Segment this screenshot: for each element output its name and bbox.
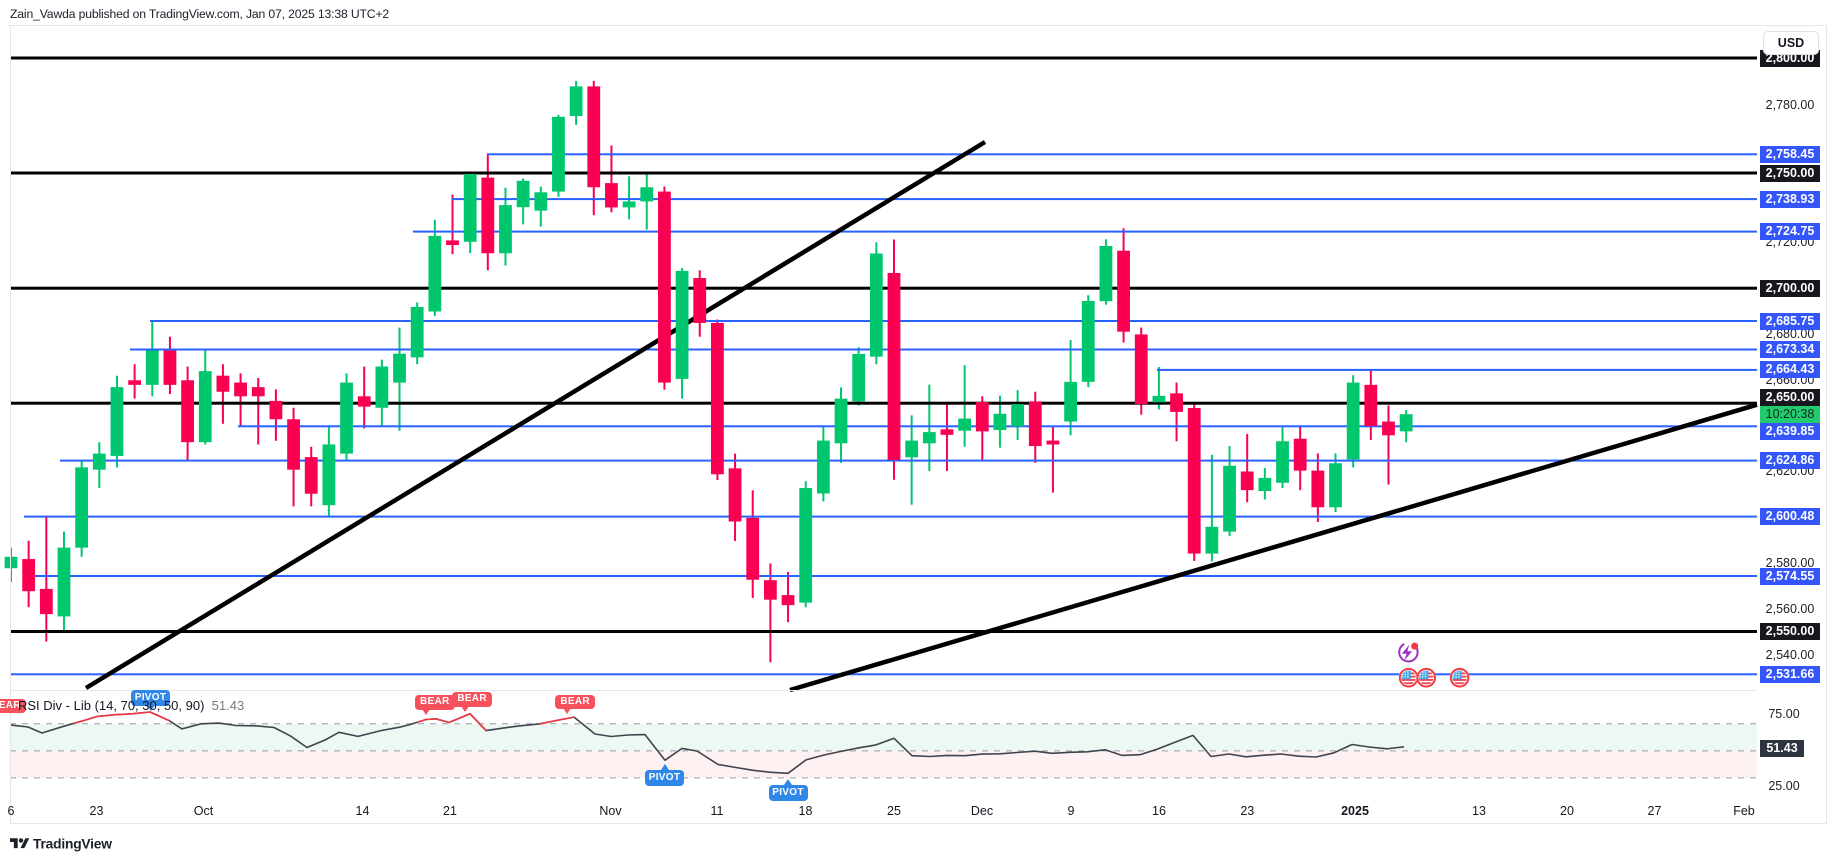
svg-text:TradingView: TradingView [33, 836, 112, 851]
